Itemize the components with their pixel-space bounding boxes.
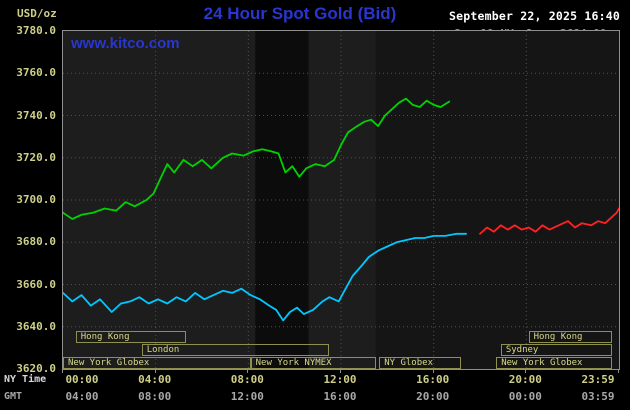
- chart-title: 24 Hour Spot Gold (Bid): [203, 4, 397, 23]
- x-tick-gmt: 00:00: [508, 390, 542, 403]
- chart-datetime: September 22, 2025 16:40: [449, 9, 620, 23]
- x-tick-gmt: 04:00: [65, 390, 99, 403]
- y-tick-label: 3660.0: [16, 277, 56, 291]
- x-tick-gmt: 20:00: [416, 390, 450, 403]
- y-tick-label: 3760.0: [16, 66, 56, 80]
- y-tick-label: 3640.0: [16, 319, 56, 333]
- plot-area: www.kitco.com Hong Kong Hong Kong London Sy…: [62, 30, 620, 370]
- y-tick-label: 3700.0: [16, 193, 56, 206]
- units-label: USD/oz: [17, 7, 57, 20]
- x-tick-gmt: 08:00: [138, 390, 172, 403]
- x-tick-ny: 23:59: [581, 373, 615, 386]
- y-tick-label: 3740.0: [16, 108, 56, 122]
- y-tick-label: 3680.0: [16, 235, 56, 249]
- x-tick-ny: 04:00: [138, 373, 172, 386]
- x-tick-ny: 20:00: [508, 373, 542, 386]
- chart-canvas: [63, 31, 619, 369]
- x-tick-ny: 12:00: [323, 373, 357, 386]
- x-tick-ny: 08:00: [230, 373, 264, 386]
- x-tick-gmt: 03:59: [581, 390, 615, 403]
- y-tick-label: 3720.0: [16, 150, 56, 164]
- x-tick-gmt: 16:00: [323, 390, 357, 403]
- x-tick-ny: 16:00: [416, 373, 450, 386]
- x-tick-ny: 00:00: [65, 373, 99, 386]
- y-tick-label: 3620.0: [16, 362, 56, 375]
- y-tick-label: 3780.0: [16, 24, 56, 37]
- x-tick-gmt: 12:00: [230, 390, 264, 403]
- y-axis: 3620.0 3640.0 3660.0 3680.0 3700.0 3720.0 3740…: [0, 0, 58, 410]
- kitco-watermark-link[interactable]: www.kitco.com: [71, 35, 180, 52]
